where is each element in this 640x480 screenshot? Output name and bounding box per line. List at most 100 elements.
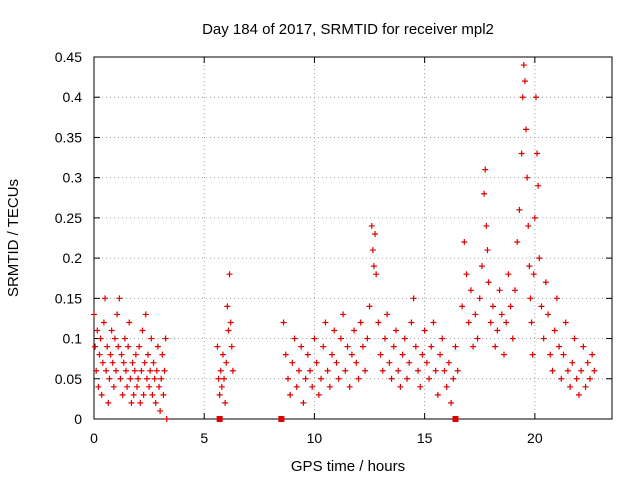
data-point: [465, 319, 472, 326]
data-point: [525, 222, 532, 229]
data-point: [524, 174, 531, 181]
data-point: [529, 351, 536, 358]
data-point: [107, 351, 114, 358]
data-point: [116, 295, 123, 302]
data-point: [482, 166, 489, 173]
data-point: [386, 359, 393, 366]
data-point: [369, 247, 376, 254]
x-tick-label: 0: [90, 430, 98, 446]
data-point: [158, 375, 165, 382]
data-point: [309, 383, 316, 390]
data-point: [150, 359, 157, 366]
data-point: [536, 255, 543, 262]
data-point: [569, 359, 576, 366]
data-point: [507, 303, 514, 310]
data-point: [401, 335, 408, 342]
data-point: [472, 311, 479, 318]
data-point: [476, 295, 483, 302]
y-tick-label: 0.4: [63, 89, 83, 105]
data-point: [538, 303, 545, 310]
data-point: [498, 311, 505, 318]
data-point: [357, 319, 364, 326]
data-point: [219, 351, 226, 358]
data-point: [489, 303, 496, 310]
x-tick-label: 10: [307, 430, 323, 446]
data-point: [121, 335, 128, 342]
data-point: [553, 295, 560, 302]
data-point: [584, 359, 591, 366]
data-point: [289, 359, 296, 366]
data-point: [227, 319, 234, 326]
data-point: [311, 335, 318, 342]
data-point: [136, 343, 143, 350]
data-point: [335, 375, 342, 382]
data-point: [318, 375, 325, 382]
data-point: [222, 399, 229, 406]
data-point: [162, 335, 169, 342]
data-point: [351, 327, 358, 334]
data-point: [395, 367, 402, 374]
data-point: [381, 335, 388, 342]
data-point: [135, 375, 142, 382]
data-point: [218, 383, 225, 390]
data-point: [582, 383, 589, 390]
data-point: [228, 343, 235, 350]
data-point: [406, 359, 413, 366]
data-point: [500, 351, 507, 358]
data-point: [118, 351, 125, 358]
data-point: [534, 150, 541, 157]
data-point: [359, 343, 366, 350]
data-point: [399, 351, 406, 358]
data-point: [397, 383, 404, 390]
data-point: [293, 383, 300, 390]
data-point: [329, 351, 336, 358]
data-point: [110, 383, 117, 390]
data-point: [586, 375, 593, 382]
data-point: [589, 351, 596, 358]
data-point: [388, 375, 395, 382]
data-point: [578, 367, 585, 374]
data-point: [527, 295, 534, 302]
data-point: [535, 182, 542, 189]
data-point: [564, 367, 571, 374]
data-point: [417, 383, 424, 390]
data-point: [157, 407, 164, 414]
data-point: [115, 343, 122, 350]
data-point: [214, 343, 221, 350]
data-point: [426, 375, 433, 382]
data-point: [138, 367, 145, 374]
data-point: [528, 319, 535, 326]
data-point: [300, 399, 307, 406]
data-point: [562, 319, 569, 326]
data-point: [379, 367, 386, 374]
data-point: [370, 263, 377, 270]
data-point: [521, 78, 528, 85]
data-point: [137, 399, 144, 406]
data-point: [575, 391, 582, 398]
data-point: [450, 375, 457, 382]
data-point: [432, 367, 439, 374]
data-point: [567, 383, 574, 390]
data-point: [355, 375, 362, 382]
x-tick-label: 20: [527, 430, 543, 446]
data-point: [540, 335, 547, 342]
data-point: [105, 399, 112, 406]
data-point: [516, 206, 523, 213]
data-point: [127, 375, 134, 382]
data-point: [375, 319, 382, 326]
data-point: [119, 391, 126, 398]
data-point: [298, 343, 305, 350]
data-point: [549, 367, 556, 374]
data-point: [463, 271, 470, 278]
data-point: [551, 327, 558, 334]
data-point: [346, 383, 353, 390]
y-tick-label: 0.45: [55, 49, 82, 65]
data-point: [362, 367, 369, 374]
data-point: [315, 391, 322, 398]
data-point: [106, 375, 113, 382]
data-point: [474, 335, 481, 342]
data-point: [91, 311, 97, 318]
data-point: [514, 239, 521, 246]
data-point: [419, 351, 426, 358]
